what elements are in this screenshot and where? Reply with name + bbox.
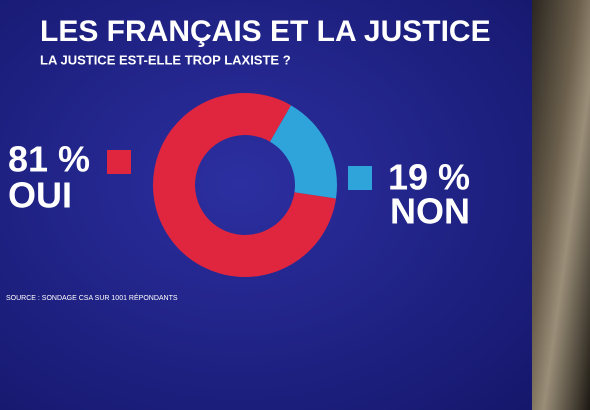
donut-segment (152, 92, 337, 278)
chart-title: LES FRANÇAIS ET LA JUSTICE (40, 15, 491, 48)
chart-subtitle: LA JUSTICE EST-ELLE TROP LAXISTE ? (40, 52, 291, 67)
background-photo (532, 0, 590, 410)
legend-swatch (107, 150, 131, 174)
donut-segment (270, 105, 337, 199)
category-label: OUI (8, 175, 72, 216)
value-label: 19 % (388, 157, 470, 198)
source-note: SOURCE : SONDAGE CSA SUR 1001 RÉPONDANTS (6, 293, 178, 302)
value-label: 81 % (8, 139, 90, 180)
category-label: NON (390, 191, 470, 232)
legend-swatch (348, 166, 372, 190)
background (0, 0, 532, 410)
